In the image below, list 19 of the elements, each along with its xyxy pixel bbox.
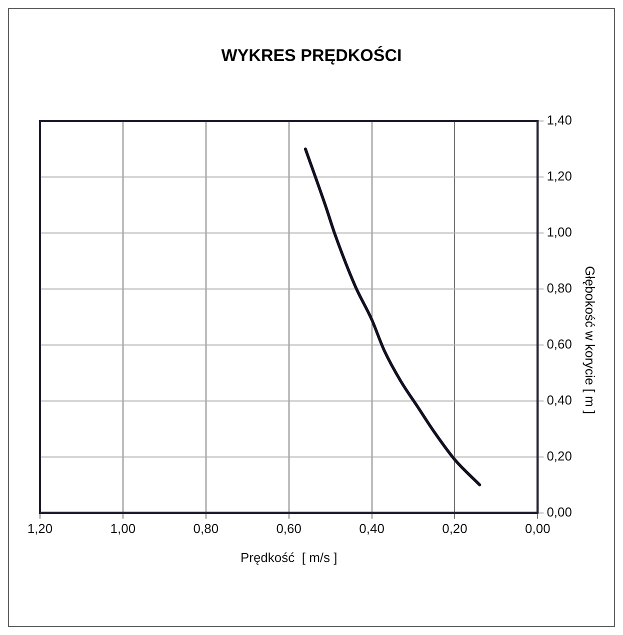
x-tick-label: 0,80: [193, 521, 219, 536]
x-tick-label: 1,20: [27, 521, 53, 536]
y-tick-label: 0,20: [546, 448, 572, 464]
y-tick-label: 0,00: [546, 504, 572, 520]
chart-title: WYKRES PRĘDKOŚCI: [220, 46, 403, 66]
x-tick-label: 0,40: [359, 521, 384, 536]
y-tick-label: 1,20: [546, 168, 572, 184]
line-series: [304, 147, 482, 486]
y-axis-title: Głębokość w korycie [ m ]: [582, 266, 598, 414]
y-tick-label: 1,40: [546, 112, 572, 128]
y-tick-label: 0,40: [546, 392, 572, 408]
y-tick-label: 0,80: [546, 280, 572, 296]
x-tick-label: 0,60: [276, 521, 302, 536]
x-axis-title: Prędkość [ m/s ]: [240, 550, 338, 565]
y-tick-label: 0,60: [546, 336, 572, 352]
x-tick-label: 0,00: [525, 521, 550, 536]
x-tick-label: 0,20: [442, 521, 468, 536]
x-tick-label: 1,00: [110, 521, 136, 536]
y-tick-label: 1,00: [546, 224, 572, 240]
